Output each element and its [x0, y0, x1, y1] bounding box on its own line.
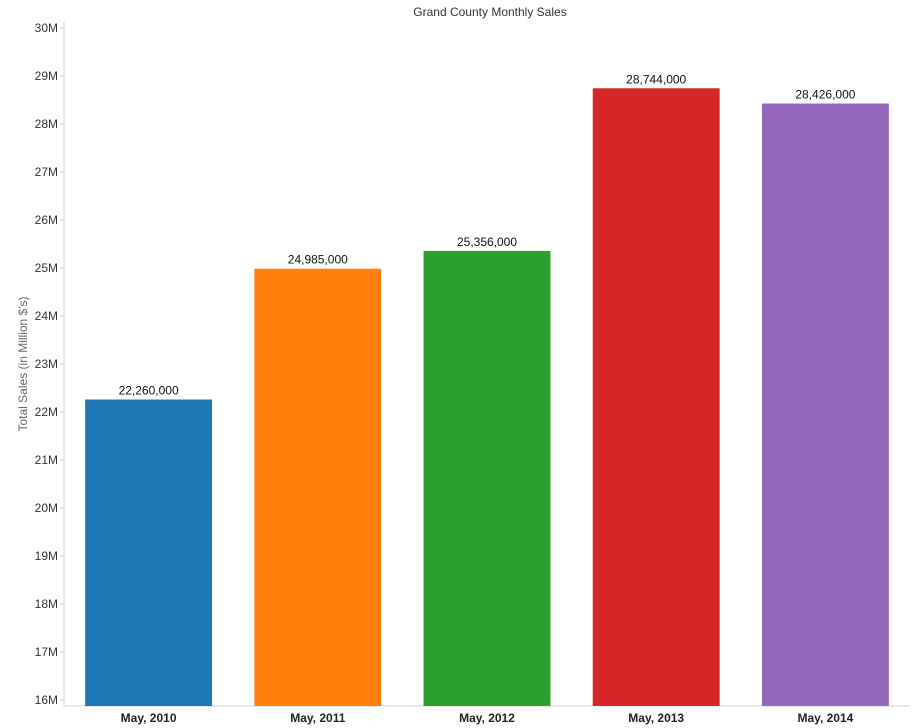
x-tick-label: May, 2011	[290, 711, 345, 725]
bar	[254, 268, 382, 706]
data-label: 22,260,000	[119, 384, 179, 398]
y-tick-label: 16M	[35, 693, 58, 707]
y-tick-label: 20M	[35, 501, 58, 515]
y-tick-label: 28M	[35, 117, 58, 131]
y-tick-label: 24M	[35, 309, 58, 323]
y-tick-label: 29M	[35, 69, 58, 83]
chart-title: Grand County Monthly Sales	[413, 5, 566, 19]
y-tick-label: 19M	[35, 549, 58, 563]
x-tick-label: May, 2012	[459, 711, 515, 725]
x-tick-label: May, 2010	[121, 711, 177, 725]
y-tick-label: 23M	[35, 357, 58, 371]
data-labels: 22,260,000 24,985,000 25,356,000 28,744,000…	[119, 72, 856, 397]
data-label: 25,356,000	[457, 235, 517, 249]
y-tick-label: 27M	[35, 165, 58, 179]
y-tick-label: 22M	[35, 405, 58, 419]
y-tick-label: 18M	[35, 597, 58, 611]
x-tick-label: May, 2014	[797, 711, 853, 725]
y-tick-label: 30M	[35, 21, 58, 35]
bar	[423, 250, 551, 707]
bar	[761, 103, 889, 706]
category-labels: May, 2010 May, 2011 May, 2012 May, 2013 May,…	[121, 711, 854, 725]
bars	[85, 88, 889, 707]
y-tick-label: 17M	[35, 645, 58, 659]
data-label: 28,744,000	[626, 72, 686, 86]
y-ticks: 16M 17M 18M 19M 20M 21M 22M 23M 24M 25M 26M 27M 28M 2…	[35, 21, 64, 707]
y-tick-label: 21M	[35, 453, 58, 467]
bar	[85, 399, 213, 706]
y-tick-label: 25M	[35, 261, 58, 275]
bar	[592, 88, 720, 706]
y-axis-label: Total Sales (in Million $'s)	[16, 296, 30, 431]
data-label: 24,985,000	[288, 253, 348, 267]
data-label: 28,426,000	[795, 88, 855, 102]
y-tick-label: 26M	[35, 213, 58, 227]
x-tick-label: May, 2013	[628, 711, 684, 725]
